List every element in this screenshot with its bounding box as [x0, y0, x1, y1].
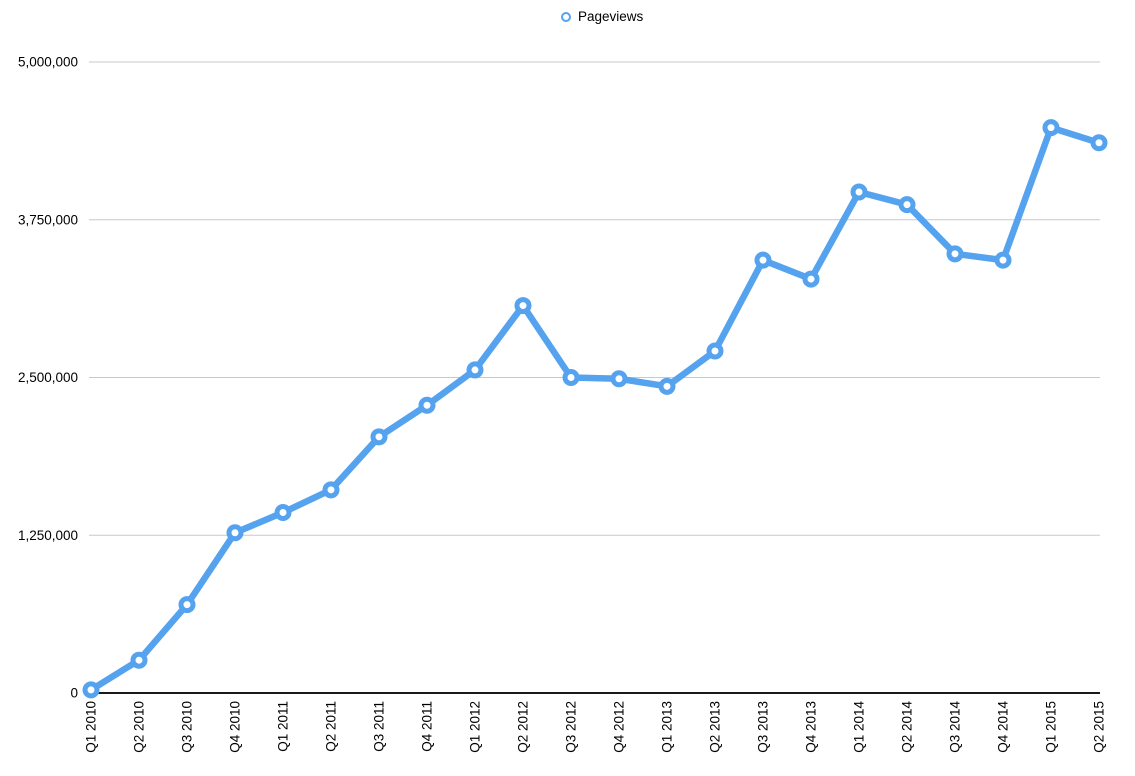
x-axis-tick-label: Q4 2013 [804, 701, 819, 753]
data-point-q3-2014 [946, 245, 964, 263]
x-axis-tick-label: Q4 2011 [420, 701, 435, 752]
data-point-q2-2015 [1090, 134, 1108, 152]
x-axis-tick-label: Q4 2014 [996, 701, 1011, 753]
x-axis-tick-label: Q3 2010 [180, 701, 195, 753]
x-axis-tick-label: Q4 2012 [612, 701, 627, 753]
data-point-q4-2013 [802, 270, 820, 288]
data-point-q4-2014 [994, 251, 1012, 269]
data-point-q3-2012 [562, 369, 580, 386]
x-axis-tick-label: Q1 2011 [276, 701, 291, 752]
pageviews-line [87, 124, 1103, 694]
data-point-q1-2012 [466, 361, 484, 379]
data-point-q1-2013 [658, 377, 676, 395]
x-axis-tick-label: Q3 2012 [564, 701, 579, 753]
x-axis-tick-label: Q3 2014 [948, 701, 963, 753]
x-axis-tick-label: Q3 2011 [372, 701, 387, 752]
x-axis-tick-label: Q2 2015 [1092, 701, 1107, 753]
data-point-q3-2013 [754, 251, 772, 269]
x-axis-tick-label: Q1 2013 [660, 701, 675, 753]
y-axis-tick-label: 5,000,000 [18, 55, 78, 70]
y-axis-tick-label: 3,750,000 [18, 212, 78, 227]
data-point-q1-2015 [1042, 119, 1060, 137]
x-axis-tick-label: Q1 2010 [84, 701, 99, 753]
x-axis-tick-label: Q1 2012 [468, 701, 483, 753]
data-point-q2-2013 [706, 342, 724, 360]
y-axis-tick-label: 0 [70, 686, 78, 701]
chart-legend: Pageviews [561, 9, 643, 24]
y-axis-tick-label: 1,250,000 [18, 528, 78, 543]
data-point-q2-2014 [898, 196, 916, 214]
x-axis-tick-label: Q2 2012 [516, 701, 531, 753]
x-axis-tick-label: Q4 2010 [228, 701, 243, 753]
data-point-q1-2014 [850, 183, 868, 201]
x-axis-tick-label: Q2 2010 [132, 701, 147, 753]
data-point-q4-2011 [418, 396, 436, 414]
data-point-q1-2011 [274, 504, 292, 522]
x-axis-tick-label: Q2 2013 [708, 701, 723, 753]
x-axis-tick-label: Q2 2014 [900, 701, 915, 753]
x-axis-tick-label: Q2 2011 [324, 701, 339, 752]
data-point-q4-2012 [610, 370, 628, 388]
data-point-q1-2010 [82, 681, 100, 699]
data-point-q2-2010 [130, 651, 148, 669]
x-axis-tick-label: Q1 2014 [852, 701, 867, 753]
legend-label: Pageviews [578, 9, 644, 24]
x-axis-tick-label: Q3 2013 [756, 701, 771, 753]
legend-marker-icon [561, 11, 571, 22]
data-point-q3-2010 [178, 596, 196, 614]
data-point-q2-2011 [322, 481, 340, 499]
y-axis-tick-label: 2,500,000 [18, 370, 78, 385]
x-axis-tick-label: Q1 2015 [1044, 701, 1059, 753]
data-point-q4-2010 [226, 524, 244, 542]
data-point-q3-2011 [370, 428, 388, 446]
data-point-q2-2012 [514, 297, 532, 315]
